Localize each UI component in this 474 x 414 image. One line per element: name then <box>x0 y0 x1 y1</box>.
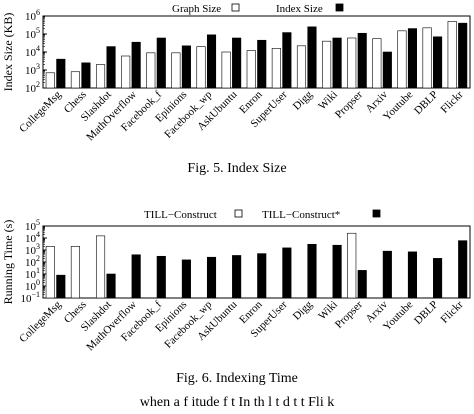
bar-a-facebook-wp <box>196 46 206 89</box>
x-tick-label: CollegeMsg <box>17 298 64 345</box>
legend-label-2: Index Size <box>276 3 323 15</box>
x-tick-label: Flickr <box>438 88 465 115</box>
bar-b-epinions <box>181 259 191 299</box>
bar-a-arxiv <box>372 38 382 89</box>
bar-a-flickr <box>447 21 457 89</box>
bar-b-slashdot <box>106 46 116 89</box>
bar-b-arxiv <box>382 51 392 89</box>
bar-a-propser <box>347 37 357 89</box>
bar-b-flickr <box>458 22 468 89</box>
y-axis-label: Running Time (s) <box>1 220 15 305</box>
bar-b-enron <box>257 39 267 89</box>
y-tick-label: 104 <box>25 230 40 245</box>
bar-b-superuser <box>282 247 292 299</box>
x-tick-label: Flickr <box>438 298 465 325</box>
bar-b-askubuntu <box>232 37 242 89</box>
y-tick-label: 104 <box>25 44 40 59</box>
bar-b-epinions <box>181 45 191 89</box>
y-tick-label: 102 <box>25 254 40 269</box>
bar-b-facebook-wp <box>206 256 217 299</box>
body-text-fragment: when a f itude f t In th l t d t t Fli k <box>139 395 335 410</box>
bar-b-arxiv <box>382 250 392 299</box>
legend-swatch-1 <box>234 209 243 218</box>
y-tick-label: 101 <box>25 266 40 281</box>
legend-label-1: TILL−Construct <box>144 209 217 221</box>
x-tick-label: DBLP <box>412 89 440 117</box>
bar-a-digg <box>296 45 307 89</box>
bar-a-collegemsg <box>45 72 55 89</box>
y-tick-label: 105 <box>25 218 40 233</box>
bar-a-wiki <box>322 40 332 89</box>
bar-a-askubuntu <box>221 51 231 89</box>
bar-a-dblp <box>422 27 432 89</box>
bar-a-propser <box>347 232 357 299</box>
bar-b-collegemsg <box>56 58 66 89</box>
bar-a-slashdot <box>95 235 106 299</box>
bar-b-facebook-f <box>156 255 166 299</box>
figure-5-caption: Fig. 5. Index Size <box>187 161 287 176</box>
bar-b-dblp <box>433 258 443 299</box>
bar-a-chess <box>70 71 80 89</box>
x-tick-label: Propser <box>333 298 365 330</box>
y-tick-label: 106 <box>25 8 40 23</box>
bar-a-mathoverflow <box>121 55 131 89</box>
y-axis-label: Index Size (KB) <box>1 13 15 92</box>
legend-swatch-2 <box>335 3 344 12</box>
bar-b-youtube <box>407 251 418 299</box>
y-tick-label: 103 <box>25 242 40 257</box>
bar-a-epinions <box>171 52 181 89</box>
bar-b-propser <box>357 32 367 89</box>
bar-b-digg <box>307 243 317 299</box>
x-tick-label: CollegeMsg <box>17 88 64 135</box>
bar-b-askubuntu <box>232 255 242 299</box>
x-tick-label: Digg <box>291 298 315 322</box>
y-tick-label: 105 <box>25 26 40 41</box>
bar-b-wiki <box>332 244 342 299</box>
bar-a-collegemsg <box>45 246 55 299</box>
bar-b-collegemsg <box>56 274 66 299</box>
y-tick-label: 100 <box>25 278 40 293</box>
bar-b-youtube <box>407 28 418 89</box>
x-tick-label: DBLP <box>412 299 440 327</box>
bar-a-youtube <box>397 30 407 89</box>
bar-b-mathoverflow <box>131 41 141 89</box>
y-tick-label: 102 <box>25 80 40 95</box>
bar-b-propser <box>357 270 367 299</box>
legend-swatch-2 <box>372 209 381 218</box>
x-tick-label: Digg <box>291 88 315 112</box>
bar-b-chess <box>81 62 91 89</box>
x-tick-label: Propser <box>333 88 365 120</box>
bar-b-mathoverflow <box>131 254 141 299</box>
bar-b-facebook-wp <box>206 34 217 89</box>
legend-label-1: Graph Size <box>172 3 221 15</box>
bar-b-facebook-f <box>156 37 166 89</box>
bar-b-enron <box>257 253 267 299</box>
bar-a-facebook-f <box>146 52 156 89</box>
figure-6-caption: Fig. 6. Indexing Time <box>176 371 298 386</box>
bar-a-enron <box>246 50 256 89</box>
bar-b-digg <box>307 26 317 89</box>
bar-a-slashdot <box>95 64 106 89</box>
y-tick-label: 10−1 <box>20 290 40 305</box>
bar-b-flickr <box>458 240 468 299</box>
bar-b-wiki <box>332 37 342 89</box>
y-tick-label: 103 <box>25 62 40 77</box>
legend-label-2: TILL−Construct* <box>262 209 340 221</box>
bar-b-superuser <box>282 32 292 89</box>
legend-swatch-1 <box>231 3 240 12</box>
bar-a-superuser <box>271 48 281 89</box>
bar-a-chess <box>70 246 80 299</box>
bar-b-slashdot <box>106 273 116 299</box>
bar-b-dblp <box>433 36 443 89</box>
